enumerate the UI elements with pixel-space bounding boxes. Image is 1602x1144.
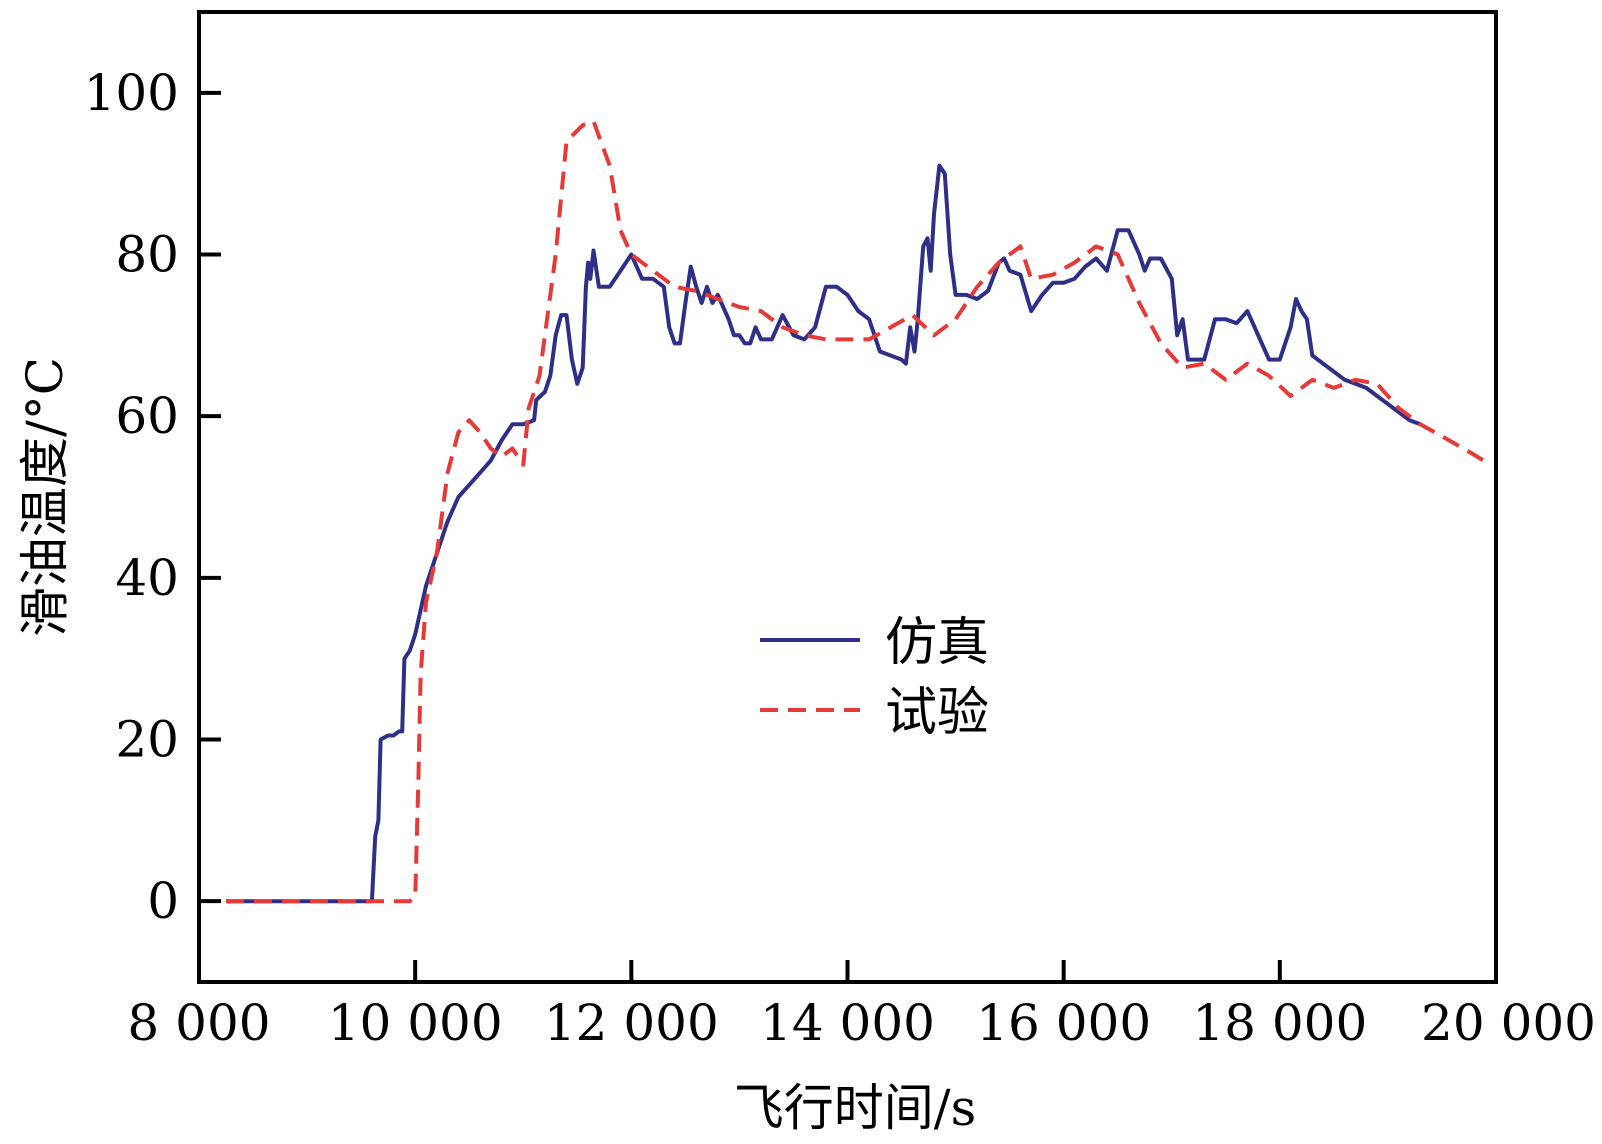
series-line-1 [226, 119, 1492, 904]
x-tick-label: 8 000 [127, 994, 270, 1052]
series-line-0 [226, 163, 1422, 904]
x-tick-label: 10 000 [328, 994, 503, 1052]
legend-label-sim: 仿真 [885, 613, 989, 673]
x-tick-label: 14 000 [760, 994, 935, 1052]
y-tick-label: 80 [115, 226, 179, 284]
y-tick-label: 20 [115, 711, 179, 769]
x-tick-label: 20 000 [1421, 994, 1596, 1052]
y-tick-label: 100 [84, 64, 179, 122]
x-tick-label: 16 000 [976, 994, 1151, 1052]
y-axis-label: 滑油温度/°C [16, 357, 74, 637]
plot-lines [226, 119, 1492, 904]
plot-frame [197, 10, 1498, 984]
x-tick-label: 12 000 [544, 994, 719, 1052]
y-tick-label: 0 [147, 872, 179, 930]
y-axis: 0 20 40 60 80 100 [84, 64, 221, 930]
legend-label-test: 试验 [885, 683, 989, 743]
y-tick-label: 60 [115, 387, 179, 445]
x-axis: 8 000 10 000 12 000 14 000 16 000 18 000 20 00… [127, 960, 1596, 1052]
legend: 仿真 试验 [760, 613, 989, 743]
x-axis-label: 飞行时间/s [734, 1079, 977, 1137]
x-tick-label: 18 000 [1192, 994, 1367, 1052]
y-tick-label: 40 [115, 549, 179, 607]
